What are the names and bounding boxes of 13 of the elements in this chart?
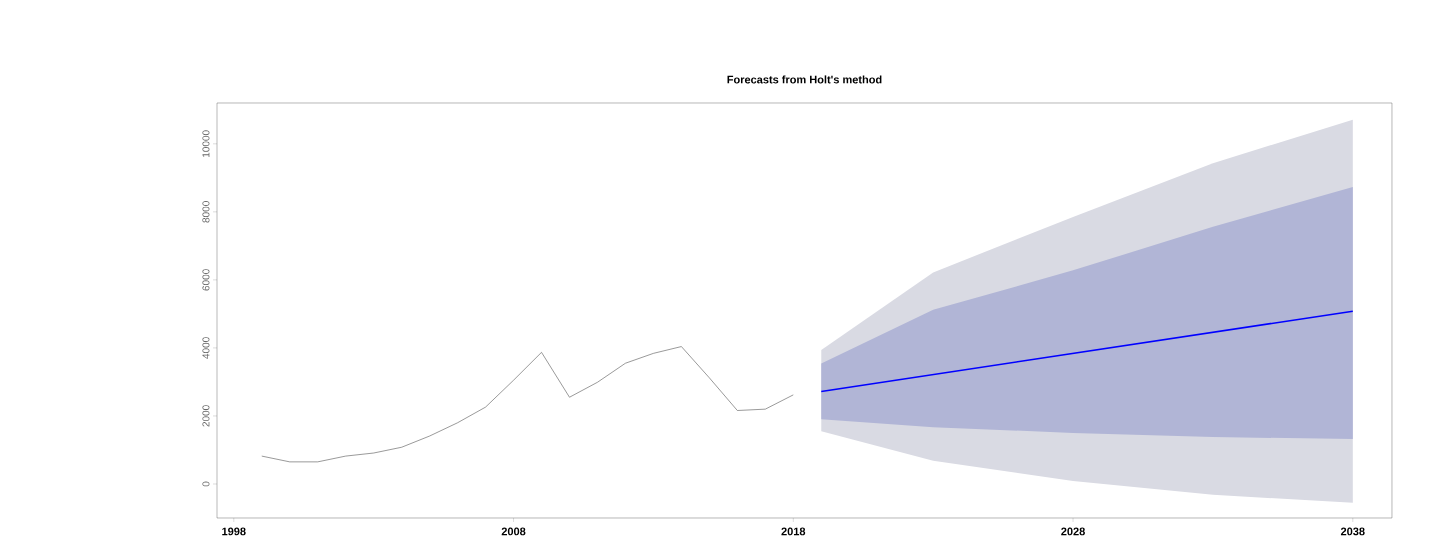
x-tick-label: 2018: [781, 527, 806, 536]
x-tick-label: 1998: [222, 527, 246, 536]
x-tick-label: 2028: [1061, 527, 1085, 536]
line-series: [261, 346, 794, 463]
y-tick-label: 4000: [202, 337, 210, 359]
x-tick-label: 2038: [1340, 527, 1365, 536]
y-tick-label: 2000: [202, 405, 210, 427]
y-tick-label: 10000: [202, 130, 210, 157]
chart-title: Forecasts from Holt's method: [727, 75, 882, 84]
x-tick-label: 2008: [501, 527, 526, 536]
y-tick-label: 6000: [202, 269, 210, 291]
y-tick-label: 0: [202, 481, 210, 487]
y-tick-label: 8000: [202, 201, 210, 223]
